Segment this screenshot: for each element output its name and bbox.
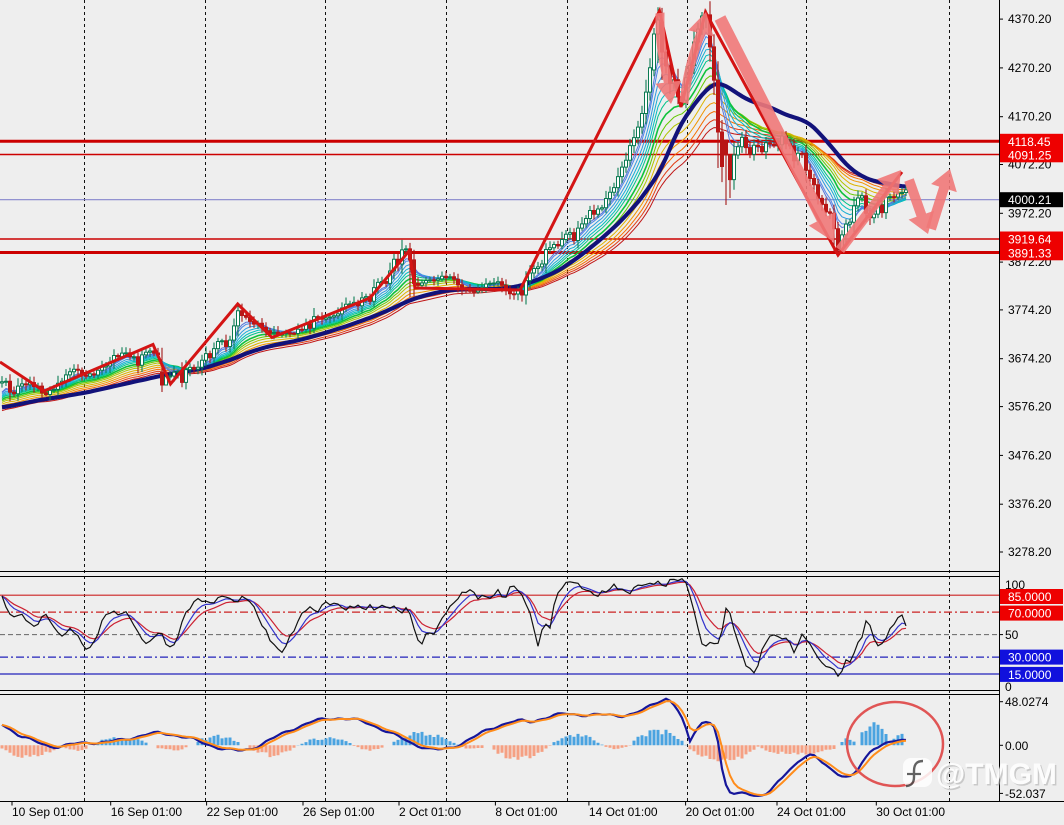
svg-text:30 Oct 01:00: 30 Oct 01:00 (876, 805, 945, 819)
svg-text:3278.20: 3278.20 (1008, 545, 1052, 559)
svg-text:4091.25: 4091.25 (1008, 148, 1052, 162)
svg-text:50: 50 (1005, 628, 1019, 642)
svg-text:70.0000: 70.0000 (1008, 607, 1052, 621)
svg-text:10 Sep 01:00: 10 Sep 01:00 (12, 805, 84, 819)
svg-text:3476.20: 3476.20 (1008, 448, 1052, 462)
svg-text:-52.037: -52.037 (1005, 787, 1046, 801)
svg-text:3972.20: 3972.20 (1008, 206, 1052, 220)
svg-text:4118.45: 4118.45 (1008, 135, 1051, 149)
svg-text:85.0000: 85.0000 (1008, 590, 1052, 604)
svg-text:8 Oct 01:00: 8 Oct 01:00 (495, 805, 557, 819)
svg-text:14 Oct 01:00: 14 Oct 01:00 (589, 805, 658, 819)
svg-text:4000.21: 4000.21 (1008, 193, 1052, 207)
svg-text:2 Oct 01:00: 2 Oct 01:00 (399, 805, 461, 819)
svg-text:4170.20: 4170.20 (1008, 110, 1052, 124)
svg-text:16 Sep 01:00: 16 Sep 01:00 (111, 805, 183, 819)
svg-text:26 Sep 01:00: 26 Sep 01:00 (303, 805, 375, 819)
svg-text:3774.20: 3774.20 (1008, 303, 1052, 317)
svg-text:@TMGM: @TMGM (938, 760, 1059, 793)
svg-text:3891.33: 3891.33 (1008, 246, 1052, 260)
svg-text:0.00: 0.00 (1005, 739, 1029, 753)
svg-text:3919.64: 3919.64 (1008, 233, 1052, 247)
svg-text:@TMGM: @TMGM (936, 758, 1057, 791)
svg-text:3376.20: 3376.20 (1008, 497, 1052, 511)
svg-text:20 Oct 01:00: 20 Oct 01:00 (686, 805, 755, 819)
svg-text:0: 0 (1005, 680, 1012, 694)
svg-text:100: 100 (1005, 578, 1025, 592)
svg-text:22 Sep 01:00: 22 Sep 01:00 (207, 805, 279, 819)
svg-text:30.0000: 30.0000 (1008, 651, 1052, 665)
svg-text:4270.20: 4270.20 (1008, 61, 1052, 75)
svg-text:4370.20: 4370.20 (1008, 12, 1052, 26)
svg-text:3674.20: 3674.20 (1008, 352, 1052, 366)
svg-text:3576.20: 3576.20 (1008, 400, 1052, 414)
svg-text:24 Oct 01:00: 24 Oct 01:00 (777, 805, 846, 819)
svg-text:48.0274: 48.0274 (1005, 695, 1049, 709)
svg-text:15.0000: 15.0000 (1008, 668, 1052, 682)
